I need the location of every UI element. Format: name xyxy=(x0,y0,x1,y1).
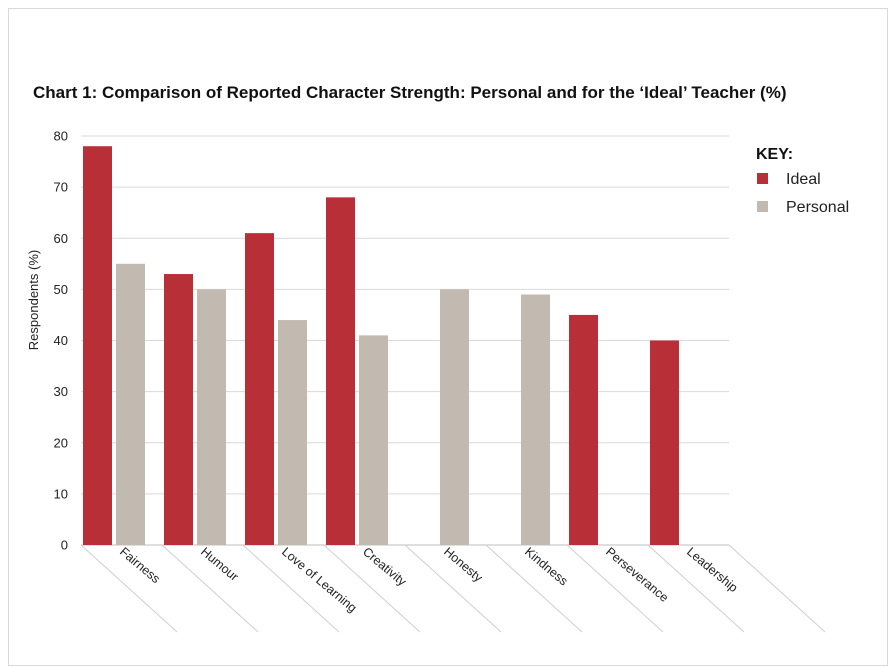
bar-personal-love-of-learning xyxy=(278,320,307,545)
y-tick-label: 70 xyxy=(54,180,68,195)
y-tick-label: 20 xyxy=(54,435,68,450)
bar-personal-humour xyxy=(197,289,226,545)
x-tick-label: Honesty xyxy=(441,545,486,586)
category-separator xyxy=(647,544,745,633)
y-tick-label: 60 xyxy=(54,231,68,246)
legend-swatch-ideal xyxy=(757,173,768,184)
x-tick-label: Love of Learning xyxy=(279,545,359,616)
category-separator xyxy=(323,544,421,633)
legend-label-personal: Personal xyxy=(786,199,849,216)
category-separator xyxy=(728,544,826,633)
y-tick-label: 30 xyxy=(54,384,68,399)
category-separator xyxy=(161,544,259,633)
category-separator xyxy=(80,544,178,633)
chart-title: Chart 1: Comparison of Reported Characte… xyxy=(33,83,787,102)
y-tick-label: 0 xyxy=(61,538,68,553)
bar-ideal-humour xyxy=(164,274,193,545)
x-axis-labels: Fairness Humour Love of Learning Creativity… xyxy=(117,545,740,616)
legend-swatch-personal xyxy=(757,201,768,212)
y-tick-label: 80 xyxy=(54,129,68,144)
x-tick-label: Fairness xyxy=(117,545,163,587)
bar-ideal-perseverance xyxy=(569,314,598,545)
y-tick-label: 40 xyxy=(54,333,68,348)
bar-personal-fairness xyxy=(116,263,145,545)
bar-personal-kindness xyxy=(521,294,550,545)
bar-ideal-creativity xyxy=(326,197,355,545)
bars xyxy=(83,146,679,545)
legend: KEY: Ideal Personal xyxy=(756,146,849,216)
legend-title: KEY: xyxy=(756,146,793,163)
y-tick-label: 50 xyxy=(54,282,68,297)
category-separators xyxy=(80,544,826,633)
bar-personal-creativity xyxy=(359,335,388,545)
bar-ideal-fairness xyxy=(83,146,112,545)
category-separator xyxy=(485,544,583,633)
y-axis-ticks: 0 10 20 30 40 50 60 70 80 xyxy=(54,129,68,553)
category-separator xyxy=(242,544,340,633)
x-tick-label: Kindness xyxy=(522,545,570,589)
x-tick-label: Humour xyxy=(198,545,241,584)
y-tick-label: 10 xyxy=(54,486,68,501)
legend-label-ideal: Ideal xyxy=(786,171,821,188)
x-tick-label: Creativity xyxy=(360,545,409,590)
category-separator xyxy=(404,544,502,633)
bar-ideal-leadership xyxy=(650,340,679,545)
bar-personal-honesty xyxy=(440,289,469,545)
category-separator xyxy=(566,544,664,633)
x-tick-label: Perseverance xyxy=(603,545,671,605)
x-tick-label: Leadership xyxy=(684,545,740,596)
y-axis-label: Respondents (%) xyxy=(26,250,41,350)
bar-ideal-love-of-learning xyxy=(245,233,274,545)
